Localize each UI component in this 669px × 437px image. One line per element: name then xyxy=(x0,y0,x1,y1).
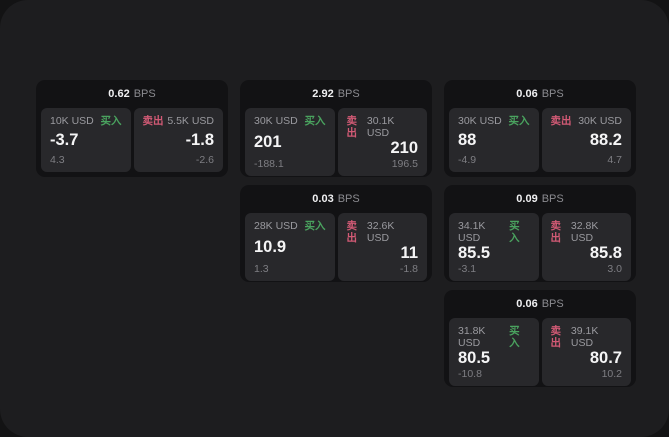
sell-amount: 30K USD xyxy=(578,115,622,127)
quote-card: 0.09 BPS 34.1K USD 买入 85.5 -3.1 卖出 32.8K… xyxy=(444,185,636,282)
bps-value: 0.06 xyxy=(516,298,538,310)
buy-sub-value: -3.1 xyxy=(458,263,477,275)
sell-price: 88.2 xyxy=(589,131,622,149)
buy-side-label: 买入 xyxy=(509,220,520,244)
buy-side-label: 买入 xyxy=(509,325,520,349)
card-header: 0.06 BPS xyxy=(444,80,636,108)
buy-panel[interactable]: 30K USD 买入 201 -188.1 xyxy=(245,108,335,176)
buy-price: 80.5 xyxy=(458,349,491,367)
sell-sub-value: 196.5 xyxy=(391,158,418,170)
sell-sub-value: 10.2 xyxy=(601,368,622,380)
sell-amount: 32.6K USD xyxy=(366,220,395,244)
buy-amount: 30K USD xyxy=(254,115,298,127)
sell-price: 210 xyxy=(390,139,418,157)
sell-panel[interactable]: 卖出 39.1K USD 80.7 10.2 xyxy=(541,318,631,386)
buy-panel[interactable]: 28K USD 买入 10.9 1.3 xyxy=(245,213,335,281)
panels: 31.8K USD 买入 80.5 -10.8 卖出 39.1K USD 80.… xyxy=(444,318,636,387)
sell-price: 11 xyxy=(400,244,418,262)
sell-panel[interactable]: 卖出 32.6K USD 11 -1.8 xyxy=(337,213,427,281)
bps-value: 2.92 xyxy=(312,88,334,100)
buy-side-label: 买入 xyxy=(304,220,326,232)
buy-panel[interactable]: 34.1K USD 买入 85.5 -3.1 xyxy=(449,213,539,281)
sell-sub-value: 3.0 xyxy=(607,263,622,275)
buy-panel[interactable]: 30K USD 买入 88 -4.9 xyxy=(449,108,539,172)
buy-price: 85.5 xyxy=(458,244,491,262)
card-header: 2.92 BPS xyxy=(240,80,432,108)
buy-price: 201 xyxy=(254,133,282,151)
sell-side-label: 卖出 xyxy=(550,115,572,127)
buy-sub-value: 4.3 xyxy=(50,154,65,166)
bps-unit-label: BPS xyxy=(337,88,360,100)
bps-value: 0.03 xyxy=(312,193,334,205)
sell-panel[interactable]: 卖出 30.1K USD 210 196.5 xyxy=(337,108,427,176)
card-header: 0.09 BPS xyxy=(444,185,636,213)
sell-side-label: 卖出 xyxy=(550,325,562,349)
buy-side-label: 买入 xyxy=(508,115,530,127)
sell-side-label: 卖出 xyxy=(550,220,562,244)
sell-amount: 30.1K USD xyxy=(366,115,395,139)
buy-sub-value: 1.3 xyxy=(254,263,269,275)
sell-amount: 32.8K USD xyxy=(570,220,599,244)
panels: 30K USD 买入 88 -4.9 卖出 30K USD 88.2 4.7 xyxy=(444,108,636,177)
sell-sub-value: -1.8 xyxy=(399,263,418,275)
quote-card: 0.62 BPS 10K USD 买入 -3.7 4.3 卖出 5.5K USD xyxy=(36,80,228,177)
buy-sub-value: -10.8 xyxy=(458,368,482,380)
card-header: 0.03 BPS xyxy=(240,185,432,213)
buy-amount: 34.1K USD xyxy=(458,220,486,244)
sell-amount: 39.1K USD xyxy=(570,325,599,349)
sell-price: -1.8 xyxy=(185,131,214,149)
bps-unit-label: BPS xyxy=(541,88,564,100)
quote-card: 0.06 BPS 31.8K USD 买入 80.5 -10.8 卖出 39.1… xyxy=(444,290,636,387)
bps-value: 0.09 xyxy=(516,193,538,205)
sell-panel[interactable]: 卖出 30K USD 88.2 4.7 xyxy=(541,108,631,172)
buy-amount: 30K USD xyxy=(458,115,502,127)
buy-panel[interactable]: 31.8K USD 买入 80.5 -10.8 xyxy=(449,318,539,386)
bps-unit-label: BPS xyxy=(337,193,360,205)
sell-side-label: 卖出 xyxy=(346,220,358,244)
buy-amount: 28K USD xyxy=(254,220,298,232)
buy-side-label: 买入 xyxy=(304,115,326,127)
buy-sub-value: -4.9 xyxy=(458,154,477,166)
bps-value: 0.06 xyxy=(516,88,538,100)
card-header: 0.06 BPS xyxy=(444,290,636,318)
bps-unit-label: BPS xyxy=(133,88,156,100)
sell-side-label: 卖出 xyxy=(346,115,358,139)
sell-panel[interactable]: 卖出 32.8K USD 85.8 3.0 xyxy=(541,213,631,281)
sell-price: 85.8 xyxy=(589,244,622,262)
buy-amount: 31.8K USD xyxy=(458,325,486,349)
sell-price: 80.7 xyxy=(589,349,622,367)
quote-card: 2.92 BPS 30K USD 买入 201 -188.1 卖出 30.1K … xyxy=(240,80,432,177)
buy-panel[interactable]: 10K USD 买入 -3.7 4.3 xyxy=(41,108,131,172)
card-header: 0.62 BPS xyxy=(36,80,228,108)
sell-sub-value: -2.6 xyxy=(195,154,214,166)
quote-card: 0.06 BPS 30K USD 买入 88 -4.9 卖出 30K USD xyxy=(444,80,636,177)
panels: 34.1K USD 买入 85.5 -3.1 卖出 32.8K USD 85.8… xyxy=(444,213,636,282)
bps-unit-label: BPS xyxy=(541,193,564,205)
buy-side-label: 买入 xyxy=(100,115,122,127)
sell-amount: 5.5K USD xyxy=(167,115,214,127)
buy-amount: 10K USD xyxy=(50,115,94,127)
bps-value: 0.62 xyxy=(108,88,130,100)
panels: 28K USD 买入 10.9 1.3 卖出 32.6K USD 11 -1.8 xyxy=(240,213,432,282)
buy-price: -3.7 xyxy=(50,131,79,149)
sell-sub-value: 4.7 xyxy=(607,154,622,166)
quote-card-grid: 0.62 BPS 10K USD 买入 -3.7 4.3 卖出 5.5K USD xyxy=(36,80,636,387)
buy-price: 88 xyxy=(458,131,477,149)
sell-panel[interactable]: 卖出 5.5K USD -1.8 -2.6 xyxy=(133,108,223,172)
quote-card: 0.03 BPS 28K USD 买入 10.9 1.3 卖出 32.6K US… xyxy=(240,185,432,282)
bps-unit-label: BPS xyxy=(541,298,564,310)
buy-price: 10.9 xyxy=(254,238,287,256)
panels: 10K USD 买入 -3.7 4.3 卖出 5.5K USD -1.8 -2.… xyxy=(36,108,228,177)
buy-sub-value: -188.1 xyxy=(254,158,284,170)
sell-side-label: 卖出 xyxy=(142,115,164,127)
panels: 30K USD 买入 201 -188.1 卖出 30.1K USD 210 1… xyxy=(240,108,432,177)
